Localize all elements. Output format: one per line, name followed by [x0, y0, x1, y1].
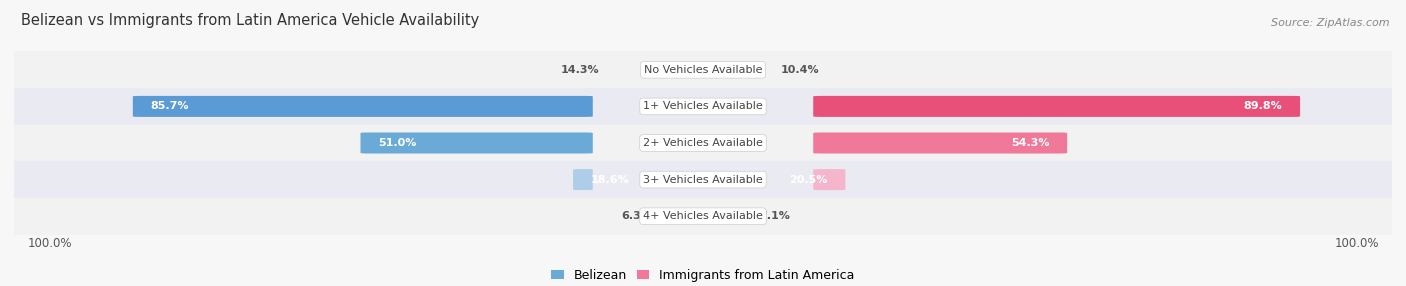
FancyBboxPatch shape	[813, 169, 845, 190]
Text: 10.4%: 10.4%	[782, 65, 820, 75]
Bar	[14, 88, 1392, 125]
Text: 14.3%: 14.3%	[561, 65, 599, 75]
Text: 4+ Vehicles Available: 4+ Vehicles Available	[643, 211, 763, 221]
Text: 85.7%: 85.7%	[150, 102, 188, 111]
Text: No Vehicles Available: No Vehicles Available	[644, 65, 762, 75]
Text: 89.8%: 89.8%	[1244, 102, 1282, 111]
FancyBboxPatch shape	[813, 132, 1067, 154]
Text: 6.3%: 6.3%	[621, 211, 652, 221]
FancyBboxPatch shape	[132, 96, 593, 117]
Text: Belizean vs Immigrants from Latin America Vehicle Availability: Belizean vs Immigrants from Latin Americ…	[21, 13, 479, 28]
Text: 54.3%: 54.3%	[1011, 138, 1049, 148]
FancyBboxPatch shape	[360, 132, 593, 154]
Text: 100.0%: 100.0%	[27, 237, 72, 251]
FancyBboxPatch shape	[574, 169, 593, 190]
Legend: Belizean, Immigrants from Latin America: Belizean, Immigrants from Latin America	[546, 264, 860, 286]
Text: Source: ZipAtlas.com: Source: ZipAtlas.com	[1271, 18, 1389, 28]
Text: 100.0%: 100.0%	[1334, 237, 1379, 251]
Text: 18.6%: 18.6%	[591, 175, 630, 184]
Bar	[14, 125, 1392, 161]
Text: 3+ Vehicles Available: 3+ Vehicles Available	[643, 175, 763, 184]
Bar	[14, 51, 1392, 88]
FancyBboxPatch shape	[813, 96, 1301, 117]
Text: 7.1%: 7.1%	[759, 211, 790, 221]
Text: 1+ Vehicles Available: 1+ Vehicles Available	[643, 102, 763, 111]
Bar	[14, 198, 1392, 235]
Text: 2+ Vehicles Available: 2+ Vehicles Available	[643, 138, 763, 148]
Text: 51.0%: 51.0%	[378, 138, 416, 148]
Text: 20.5%: 20.5%	[789, 175, 828, 184]
Bar	[14, 161, 1392, 198]
